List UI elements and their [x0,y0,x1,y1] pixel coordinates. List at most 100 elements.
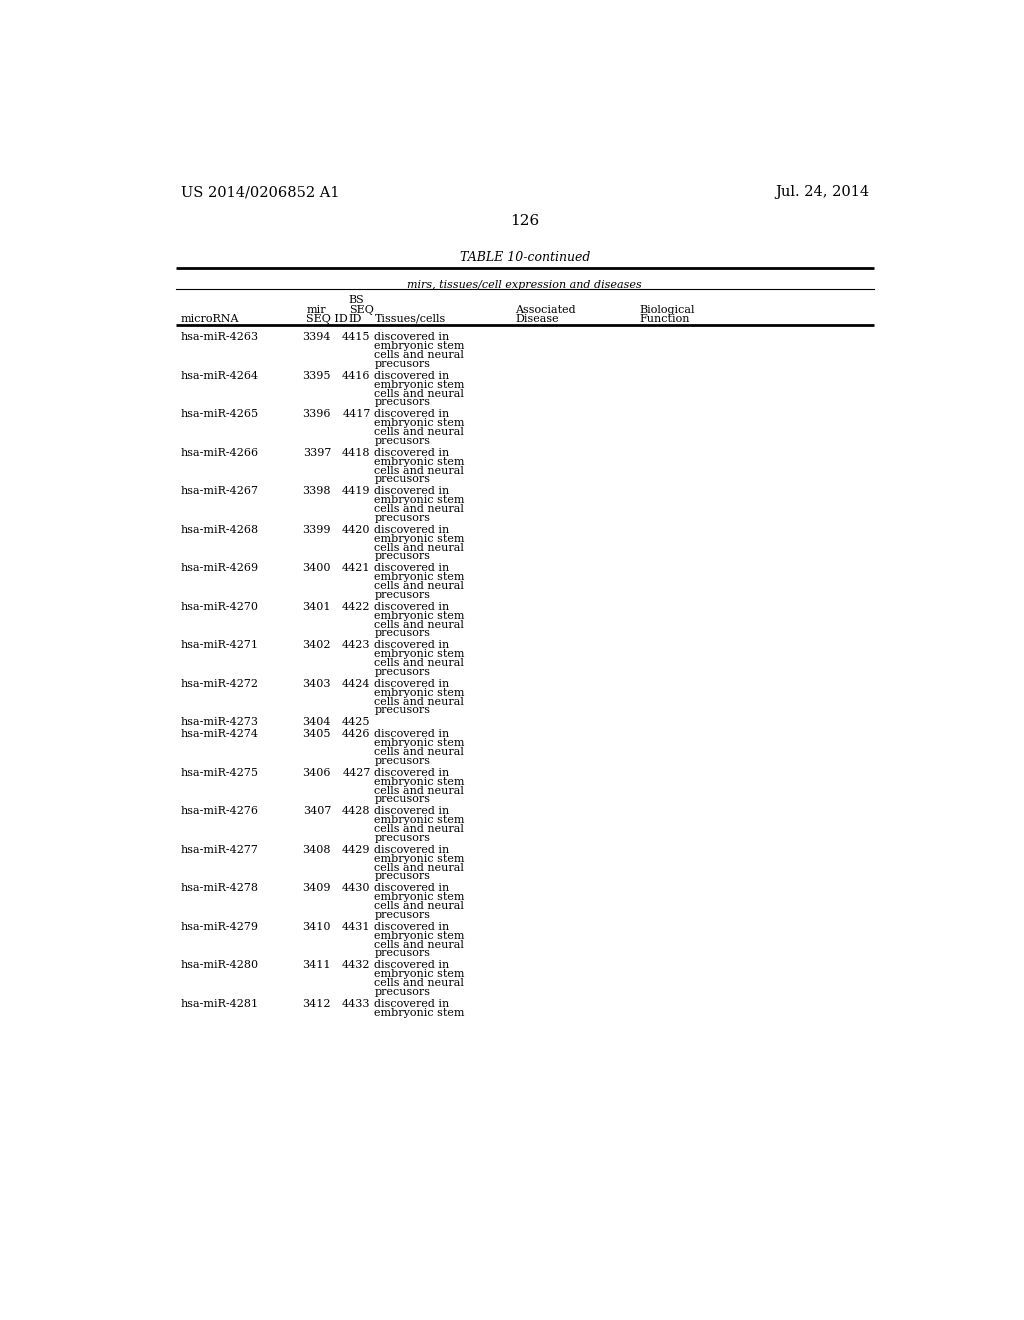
Text: discovered in: discovered in [375,678,450,689]
Text: 4431: 4431 [342,921,371,932]
Text: 4422: 4422 [342,602,371,612]
Text: precusors: precusors [375,949,430,958]
Text: cells and neural: cells and neural [375,940,464,949]
Text: cells and neural: cells and neural [375,824,464,834]
Text: 4423: 4423 [342,640,371,651]
Text: embryonic stem: embryonic stem [375,816,465,825]
Text: 126: 126 [510,214,540,228]
Text: embryonic stem: embryonic stem [375,457,465,467]
Text: hsa-miR-4266: hsa-miR-4266 [180,447,259,458]
Text: precusors: precusors [375,436,430,446]
Text: cells and neural: cells and neural [375,785,464,796]
Text: hsa-miR-4270: hsa-miR-4270 [180,602,259,612]
Text: 3395: 3395 [302,371,331,381]
Text: hsa-miR-4267: hsa-miR-4267 [180,487,259,496]
Text: embryonic stem: embryonic stem [375,380,465,389]
Text: cells and neural: cells and neural [375,428,464,437]
Text: precusors: precusors [375,705,430,715]
Text: 4432: 4432 [342,961,371,970]
Text: precusors: precusors [375,590,430,601]
Text: 4421: 4421 [342,564,371,573]
Text: discovered in: discovered in [375,961,450,970]
Text: ID: ID [349,314,362,323]
Text: embryonic stem: embryonic stem [375,854,465,863]
Text: precusors: precusors [375,552,430,561]
Text: precusors: precusors [375,667,430,677]
Text: hsa-miR-4265: hsa-miR-4265 [180,409,259,420]
Text: discovered in: discovered in [375,371,450,381]
Text: hsa-miR-4278: hsa-miR-4278 [180,883,259,894]
Text: discovered in: discovered in [375,409,450,420]
Text: discovered in: discovered in [375,730,450,739]
Text: cells and neural: cells and neural [375,697,464,706]
Text: precusors: precusors [375,359,430,370]
Text: embryonic stem: embryonic stem [375,649,465,659]
Text: mirs, tissues/cell expression and diseases: mirs, tissues/cell expression and diseas… [408,280,642,290]
Text: cells and neural: cells and neural [375,581,464,591]
Text: Function: Function [640,314,690,323]
Text: cells and neural: cells and neural [375,504,464,513]
Text: embryonic stem: embryonic stem [375,573,465,582]
Text: 4429: 4429 [342,845,371,855]
Text: discovered in: discovered in [375,640,450,651]
Text: 3400: 3400 [302,564,331,573]
Text: discovered in: discovered in [375,525,450,535]
Text: 4416: 4416 [342,371,371,381]
Text: embryonic stem: embryonic stem [375,969,465,979]
Text: 3397: 3397 [303,447,331,458]
Text: cells and neural: cells and neural [375,862,464,873]
Text: 4433: 4433 [342,999,371,1008]
Text: discovered in: discovered in [375,487,450,496]
Text: embryonic stem: embryonic stem [375,688,465,698]
Text: hsa-miR-4272: hsa-miR-4272 [180,678,259,689]
Text: hsa-miR-4264: hsa-miR-4264 [180,371,259,381]
Text: hsa-miR-4277: hsa-miR-4277 [180,845,259,855]
Text: cells and neural: cells and neural [375,747,464,758]
Text: precusors: precusors [375,756,430,766]
Text: 4424: 4424 [342,678,371,689]
Text: discovered in: discovered in [375,921,450,932]
Text: hsa-miR-4274: hsa-miR-4274 [180,730,259,739]
Text: Biological: Biological [640,305,695,314]
Text: 4430: 4430 [342,883,371,894]
Text: hsa-miR-4273: hsa-miR-4273 [180,718,259,727]
Text: 3405: 3405 [302,730,331,739]
Text: discovered in: discovered in [375,883,450,894]
Text: hsa-miR-4280: hsa-miR-4280 [180,961,259,970]
Text: 3411: 3411 [302,961,331,970]
Text: cells and neural: cells and neural [375,902,464,911]
Text: precusors: precusors [375,628,430,639]
Text: discovered in: discovered in [375,564,450,573]
Text: precusors: precusors [375,909,430,920]
Text: embryonic stem: embryonic stem [375,418,465,428]
Text: 4419: 4419 [342,487,371,496]
Text: precusors: precusors [375,795,430,804]
Text: microRNA: microRNA [180,314,240,323]
Text: Jul. 24, 2014: Jul. 24, 2014 [775,185,869,199]
Text: discovered in: discovered in [375,807,450,816]
Text: TABLE 10-continued: TABLE 10-continued [460,251,590,264]
Text: 3401: 3401 [302,602,331,612]
Text: BS: BS [349,296,365,305]
Text: 3402: 3402 [302,640,331,651]
Text: cells and neural: cells and neural [375,543,464,553]
Text: SEQ ID: SEQ ID [306,314,348,323]
Text: 3409: 3409 [302,883,331,894]
Text: cells and neural: cells and neural [375,619,464,630]
Text: discovered in: discovered in [375,999,450,1008]
Text: embryonic stem: embryonic stem [375,931,465,941]
Text: 4420: 4420 [342,525,371,535]
Text: hsa-miR-4276: hsa-miR-4276 [180,807,259,816]
Text: 3398: 3398 [302,487,331,496]
Text: 3406: 3406 [302,768,331,777]
Text: cells and neural: cells and neural [375,466,464,475]
Text: hsa-miR-4275: hsa-miR-4275 [180,768,259,777]
Text: embryonic stem: embryonic stem [375,533,465,544]
Text: 4425: 4425 [342,718,371,727]
Text: US 2014/0206852 A1: US 2014/0206852 A1 [180,185,339,199]
Text: mir: mir [306,305,326,314]
Text: 3408: 3408 [302,845,331,855]
Text: 4426: 4426 [342,730,371,739]
Text: Associated: Associated [515,305,577,314]
Text: 3403: 3403 [302,678,331,689]
